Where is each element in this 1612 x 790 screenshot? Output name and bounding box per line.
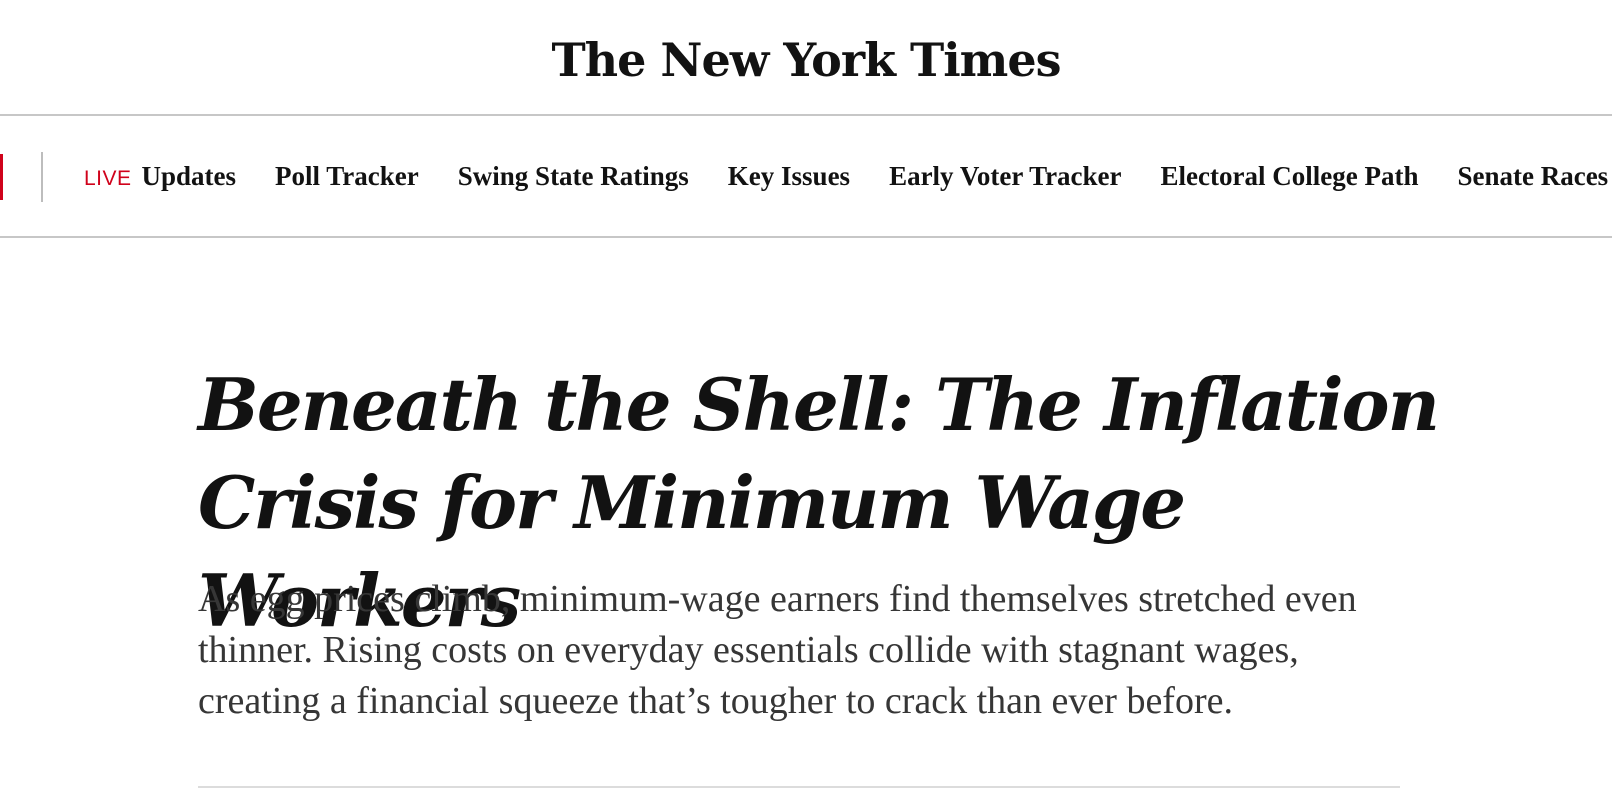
nav-divider [41,152,43,202]
nav-item-label: Senate Races [1457,160,1609,191]
divider [198,786,1400,788]
nav-item-senate-races[interactable]: Senate Races [1457,161,1608,192]
nav-item-electoral-college-path[interactable]: Electoral College Path [1161,161,1419,192]
nav-item-label: Poll Tracker [275,160,419,191]
nav-item-poll-tracker[interactable]: Poll Tracker [275,161,419,192]
nav-item-key-issues[interactable]: Key Issues [728,161,850,192]
nav-active-indicator [0,154,3,200]
article-summary: As egg prices climb, minimum-wage earner… [198,578,1357,722]
section-nav: LIVE Updates Poll Tracker Swing State Ra… [0,116,1612,238]
nav-item-label: Electoral College Path [1160,160,1419,191]
live-badge: LIVE [84,166,132,190]
article-headline: Beneath the Shell: The Inflation Crisis … [198,362,1440,643]
nav-item-live-updates[interactable]: LIVE Updates [84,161,236,192]
nyt-logo[interactable]: The New York Times [551,33,1061,87]
nav-item-label: Early Voter Tracker [889,160,1122,191]
nav-items: LIVE Updates Poll Tracker Swing State Ra… [84,116,1608,236]
nav-item-label: Key Issues [727,160,851,191]
nav-item-early-voter-tracker[interactable]: Early Voter Tracker [889,161,1121,192]
nav-item-label: Updates [141,160,237,191]
nav-item-label: Swing State Ratings [457,160,689,191]
nav-item-swing-state-ratings[interactable]: Swing State Ratings [458,161,689,192]
masthead: The New York Times [0,0,1612,116]
